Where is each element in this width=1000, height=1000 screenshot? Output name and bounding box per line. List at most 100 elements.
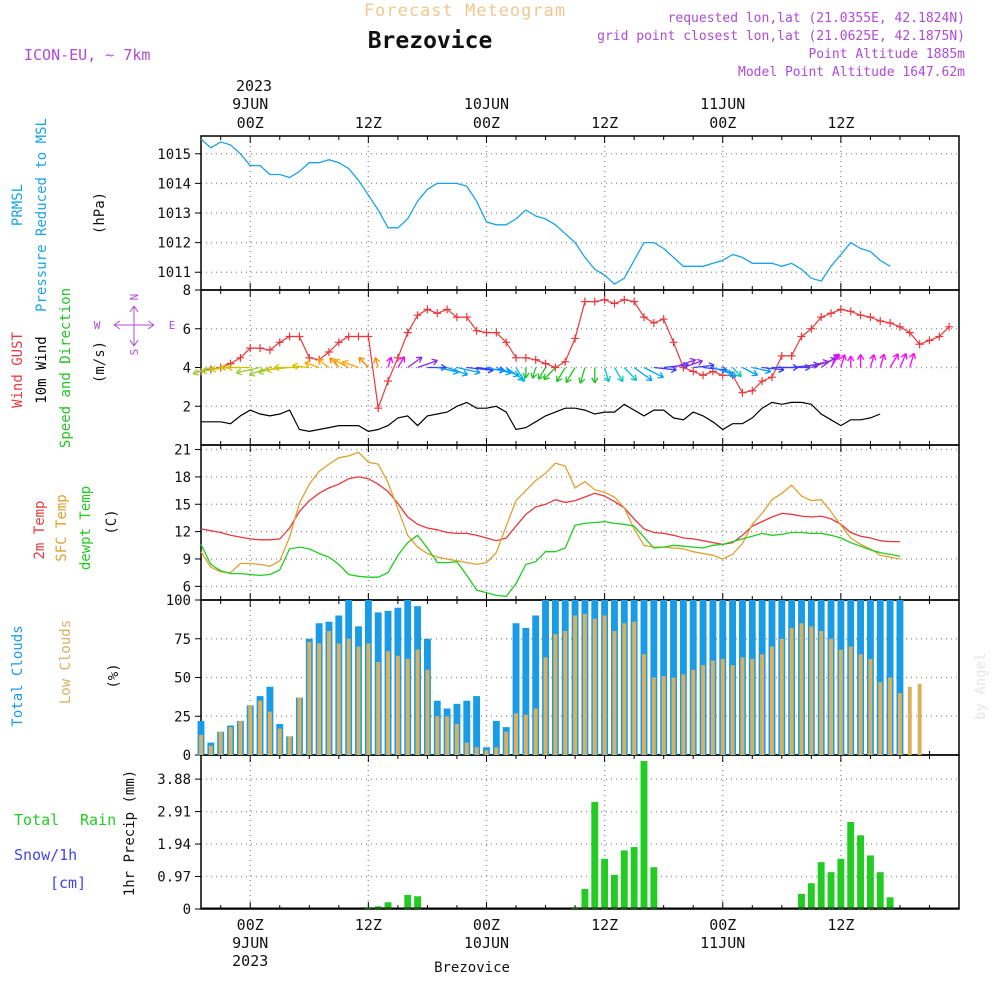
sfctemp-label: SFC Temp <box>54 494 70 561</box>
wind-direction-arrow <box>879 353 887 368</box>
gust-marker <box>246 344 255 353</box>
rain-bar <box>650 867 658 909</box>
low-clouds-bar <box>514 713 518 755</box>
low-clouds-bar <box>327 631 331 755</box>
gust-marker <box>285 332 294 341</box>
total-clouds-bar <box>876 600 884 755</box>
gust-marker <box>699 371 708 380</box>
gust-marker <box>502 338 511 347</box>
gust-marker <box>423 305 432 314</box>
point-altitude: Point Altitude 1885m <box>808 47 965 62</box>
wind-direction-arrow <box>889 353 899 368</box>
direction-label: Speed and Direction <box>58 288 74 448</box>
rain-bar <box>876 872 884 909</box>
wind-direction-arrow <box>427 363 447 372</box>
ytick-label: 75 <box>174 632 191 648</box>
low-clouds-bar <box>376 662 381 755</box>
low-clouds-bar <box>287 736 292 755</box>
gust-marker <box>846 307 855 316</box>
wind-direction-arrow <box>407 356 423 369</box>
bottom-time-label: 00Z <box>709 916 736 934</box>
ytick-label: 1011 <box>157 265 191 281</box>
wind-direction-arrow <box>683 358 704 369</box>
model-name: ICON-EU, ~ 7km <box>24 46 150 64</box>
low-clouds-bar <box>494 747 499 755</box>
low-clouds-label: Low Clouds <box>58 620 74 704</box>
low-clouds-bar <box>366 643 371 755</box>
ytick-label: 1015 <box>157 147 191 163</box>
gust-marker <box>797 332 806 341</box>
bottom-time-label: 12Z <box>355 916 382 934</box>
precip-unit: 1hr Precip (mm) <box>122 770 138 896</box>
low-clouds-bar <box>356 646 361 755</box>
ytick-label: 18 <box>174 470 191 486</box>
gust-marker <box>925 336 934 345</box>
gust-marker <box>403 328 412 337</box>
sfctemp-line <box>200 451 901 574</box>
rain-bar <box>837 858 845 909</box>
ytick-label: 50 <box>174 671 191 687</box>
rain-bar <box>601 858 609 909</box>
wind-direction-arrow <box>358 356 369 368</box>
total-clouds-bar <box>896 600 904 755</box>
rain-bar <box>798 893 805 909</box>
gust-marker <box>767 373 776 382</box>
low-clouds-bar <box>523 714 528 755</box>
gust-marker <box>876 317 885 325</box>
gust-marker <box>472 326 481 335</box>
top-time-label: 10JUN <box>464 95 509 113</box>
wind-direction-arrow <box>613 367 624 383</box>
gust-marker <box>748 386 757 395</box>
gust-marker <box>324 348 333 356</box>
gust-marker <box>384 377 393 386</box>
rain-bar <box>630 847 638 909</box>
rain-bar <box>857 835 865 909</box>
low-clouds-bar <box>897 693 902 755</box>
total-clouds-bar <box>463 700 471 755</box>
gust-marker <box>334 338 343 347</box>
gust-label: Wind GUST <box>10 332 26 408</box>
gust-marker <box>659 315 668 324</box>
ytick-label: 1.94 <box>157 837 191 853</box>
ytick-label: 6 <box>183 579 191 595</box>
bottom-time-label: 12Z <box>591 916 618 934</box>
wind-direction-arrow <box>329 357 340 368</box>
wind-direction-arrow <box>869 354 877 368</box>
ytick-label: 1013 <box>157 206 191 222</box>
gust-marker <box>492 328 501 337</box>
ytick-label: 100 <box>166 593 191 609</box>
wind-direction-arrow <box>446 366 469 377</box>
panel-temperature: 6 9 12 15 18 21 <box>174 443 960 601</box>
gust-marker <box>580 297 589 306</box>
gust-marker <box>935 332 944 341</box>
gust-marker <box>512 353 521 362</box>
wind-direction-arrow <box>291 362 310 370</box>
low-clouds-bar <box>888 677 893 755</box>
low-clouds-bar <box>563 631 568 755</box>
low-clouds-bar <box>829 638 833 755</box>
low-clouds-bar <box>454 724 459 755</box>
bottom-time-label: 00Z <box>237 916 264 934</box>
compass-e: E <box>169 319 176 332</box>
wind-direction-arrow <box>820 353 840 369</box>
gust-marker <box>905 328 914 337</box>
low-clouds-bar <box>907 686 912 755</box>
compass-n: N <box>128 294 141 301</box>
gust-marker <box>836 305 845 314</box>
ytick-label: 9 <box>183 552 191 568</box>
low-clouds-bar <box>799 623 804 755</box>
low-clouds-bar <box>681 674 686 755</box>
total-rain-label-1: Total <box>14 811 59 829</box>
gust-marker <box>374 404 383 413</box>
low-clouds-bar <box>750 658 755 755</box>
ytick-label: 3.88 <box>157 772 191 788</box>
gust-marker <box>689 367 698 376</box>
gust-marker <box>413 311 422 320</box>
panel-frame <box>200 135 960 291</box>
wind-direction-arrow <box>742 366 759 377</box>
wind-direction-arrow <box>633 366 653 382</box>
wind-direction-arrow <box>556 367 566 383</box>
requested-coords: requested lon,lat (21.0355E, 42.1824N) <box>668 11 965 26</box>
gust-marker <box>551 363 560 372</box>
rain-bar <box>414 896 422 909</box>
